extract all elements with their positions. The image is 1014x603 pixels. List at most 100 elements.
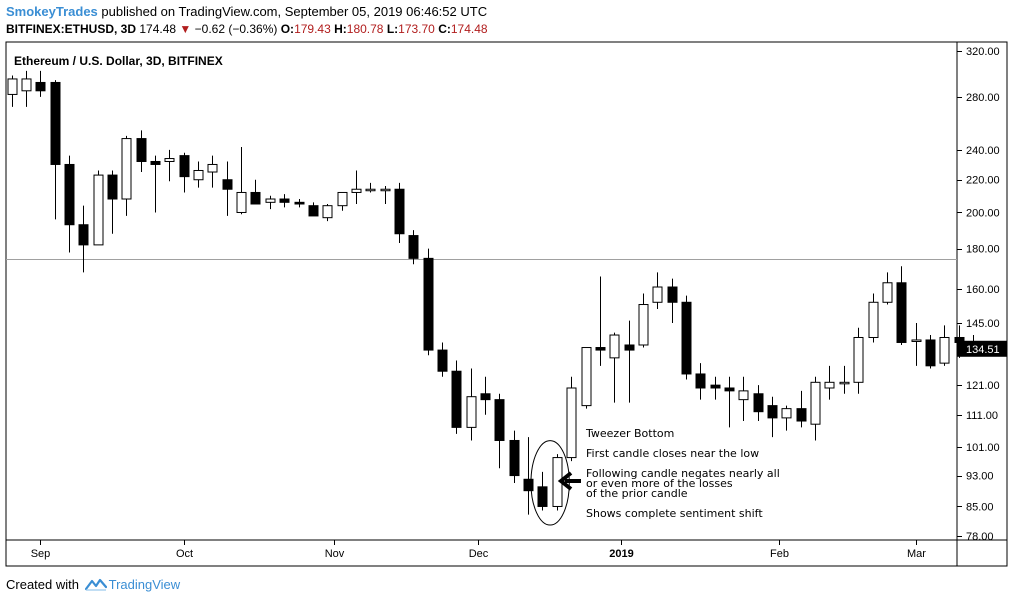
candle-body-up xyxy=(93,174,104,246)
candle[interactable] xyxy=(652,272,663,310)
candle[interactable] xyxy=(638,293,649,348)
current-price-label: 134.51 xyxy=(966,344,1000,356)
candle[interactable] xyxy=(294,199,305,208)
last-price: 174.48 xyxy=(139,22,177,36)
candle[interactable] xyxy=(265,195,276,210)
candle-body-down xyxy=(509,439,520,477)
candle[interactable] xyxy=(781,405,792,431)
candle[interactable] xyxy=(78,205,89,273)
candle[interactable] xyxy=(437,342,448,377)
candle[interactable] xyxy=(64,155,75,253)
candle[interactable] xyxy=(351,170,362,204)
candle[interactable] xyxy=(179,152,190,193)
y-tick-label: 121.00 xyxy=(966,380,1000,392)
candle[interactable] xyxy=(136,130,147,173)
candle[interactable] xyxy=(193,161,204,188)
candle-body-down xyxy=(35,81,46,92)
candle-body-down xyxy=(451,370,462,428)
candle-body-up xyxy=(365,188,376,192)
candle[interactable] xyxy=(308,202,319,217)
candle[interactable] xyxy=(35,70,46,97)
candle[interactable] xyxy=(624,320,635,403)
candle[interactable] xyxy=(394,182,405,244)
candle[interactable] xyxy=(509,430,520,484)
candle-body-down xyxy=(695,373,706,389)
candle[interactable] xyxy=(939,325,950,366)
candle-body-up xyxy=(652,286,663,303)
candle[interactable] xyxy=(896,266,907,345)
candle[interactable] xyxy=(250,179,261,205)
candle[interactable] xyxy=(236,146,247,215)
candle[interactable] xyxy=(667,278,678,323)
candle-body-up xyxy=(781,408,792,419)
annotation-group: Tweezer Bottom First candle closes near … xyxy=(530,427,780,526)
candle[interactable] xyxy=(695,363,706,400)
annotation-line3: Shows complete sentiment shift xyxy=(586,507,763,520)
candle[interactable] xyxy=(50,80,61,220)
candle-body-up xyxy=(839,381,850,385)
y-tick-label: 145.00 xyxy=(966,318,1000,330)
candle[interactable] xyxy=(796,390,807,428)
candle[interactable] xyxy=(380,186,391,204)
y-tick-label: 220.00 xyxy=(966,175,1000,187)
candle-body-down xyxy=(50,81,61,165)
candle[interactable] xyxy=(753,385,764,422)
candle[interactable] xyxy=(882,272,893,305)
down-triangle-icon: ▼ xyxy=(179,22,192,36)
candle[interactable] xyxy=(868,293,879,343)
tradingview-link[interactable]: TradingView xyxy=(108,577,181,592)
candle[interactable] xyxy=(107,170,118,234)
candle[interactable] xyxy=(767,396,778,438)
candle[interactable] xyxy=(925,335,936,369)
candle[interactable] xyxy=(710,376,721,400)
candle-body-down xyxy=(537,486,548,507)
open-label: O: xyxy=(280,22,295,36)
footer: Created with TradingView xyxy=(6,577,180,592)
candle-body-down xyxy=(64,163,75,226)
candle-body-down xyxy=(753,393,764,413)
candle[interactable] xyxy=(724,376,735,428)
candle-body-up xyxy=(121,138,132,200)
price-change: −0.62 (−0.36%) xyxy=(194,22,278,36)
candle[interactable] xyxy=(480,376,491,415)
candle[interactable] xyxy=(609,332,620,403)
candle-body-up xyxy=(164,158,175,162)
candle[interactable] xyxy=(451,360,462,434)
candle[interactable] xyxy=(810,376,821,441)
candle[interactable] xyxy=(207,155,218,188)
candle[interactable] xyxy=(322,203,333,222)
candle[interactable] xyxy=(681,295,692,380)
candle[interactable] xyxy=(93,170,104,246)
candle[interactable] xyxy=(566,376,577,462)
candle[interactable] xyxy=(581,347,592,409)
candle[interactable] xyxy=(7,75,18,107)
candle-body-down xyxy=(150,160,161,165)
candle[interactable] xyxy=(839,365,850,394)
candle-body-down xyxy=(796,408,807,422)
candle[interactable] xyxy=(738,376,749,422)
candle[interactable] xyxy=(279,194,290,208)
candle[interactable] xyxy=(337,191,348,211)
candle[interactable] xyxy=(466,368,477,441)
candle[interactable] xyxy=(494,393,505,469)
candle[interactable] xyxy=(150,155,161,213)
candle[interactable] xyxy=(121,135,132,216)
author-link[interactable]: SmokeyTrades xyxy=(6,4,98,19)
candle[interactable] xyxy=(853,327,864,394)
candle[interactable] xyxy=(595,276,606,366)
candle[interactable] xyxy=(21,70,32,107)
annotation-line2c: of the prior candle xyxy=(586,487,688,500)
y-axis: 320.00 280.00 240.00 220.00 200.00 180.00 160.… xyxy=(957,46,1007,543)
candle[interactable] xyxy=(164,149,175,182)
x-axis: Sep Oct Nov Dec 2019 Feb Mar xyxy=(31,540,926,560)
candle[interactable] xyxy=(423,248,434,356)
candle[interactable] xyxy=(408,230,419,265)
candle[interactable] xyxy=(824,365,835,400)
candle[interactable] xyxy=(911,322,922,366)
candle[interactable] xyxy=(523,437,534,515)
candle[interactable] xyxy=(222,161,233,216)
y-tick-label: 101.00 xyxy=(966,442,1000,454)
candle[interactable] xyxy=(365,182,376,193)
candle[interactable] xyxy=(537,471,548,511)
